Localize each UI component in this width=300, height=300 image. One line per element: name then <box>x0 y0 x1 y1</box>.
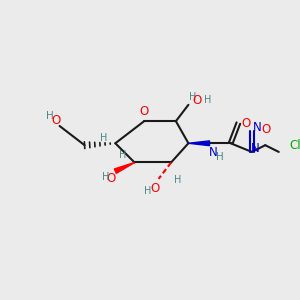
Text: N: N <box>209 146 218 159</box>
Polygon shape <box>114 163 135 173</box>
Text: H: H <box>100 133 107 142</box>
Text: N: N <box>253 122 262 134</box>
Text: N: N <box>251 142 260 154</box>
Text: O: O <box>262 123 271 136</box>
Text: Cl: Cl <box>289 139 300 152</box>
Text: O: O <box>107 172 116 185</box>
Text: H: H <box>102 172 110 182</box>
Text: H: H <box>174 175 182 185</box>
Text: O: O <box>150 182 159 195</box>
Text: O: O <box>51 114 60 127</box>
Text: H: H <box>46 111 54 122</box>
Text: H: H <box>119 150 127 160</box>
Text: H: H <box>188 92 196 102</box>
Text: O: O <box>192 94 202 106</box>
Polygon shape <box>188 141 209 146</box>
Text: H: H <box>144 186 152 196</box>
Text: O: O <box>242 117 251 130</box>
Text: O: O <box>140 105 149 118</box>
Text: H: H <box>216 152 224 162</box>
Text: H: H <box>204 95 211 105</box>
